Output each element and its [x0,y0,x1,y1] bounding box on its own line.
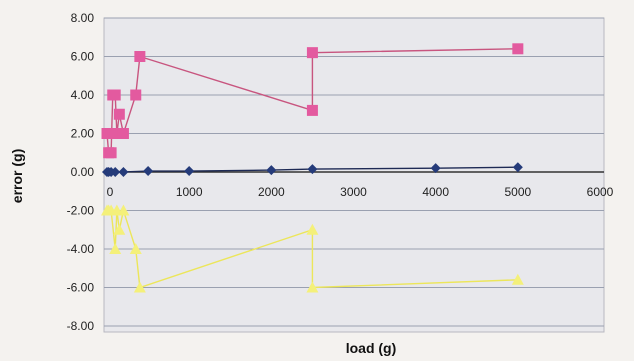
x-tick-label: 2000 [258,185,285,199]
data-point [101,128,113,139]
y-tick-label: -2.00 [67,204,95,218]
y-tick-label: 6.00 [71,50,95,64]
data-point [111,128,123,139]
x-tick-label: 3000 [340,185,367,199]
data-point [130,89,142,101]
plot-area [103,17,605,333]
x-tick-label: 5000 [504,185,531,199]
x-tick-label: 1000 [176,185,203,199]
series-layer [101,43,524,293]
data-point [105,147,117,159]
data-point [512,162,523,173]
x-tick-label: 4000 [422,185,449,199]
y-tick-labels: 8.00 6.00 4.00 2.00 0.00 -2.00 -4.00 -6.00 -8.00 [67,11,95,333]
data-point [266,165,277,176]
data-point [430,163,441,174]
data-point [113,108,125,120]
y-tick-label: 4.00 [71,88,95,102]
series-1 [101,43,524,159]
data-point [306,47,318,59]
data-point [110,167,121,177]
data-point [133,281,146,293]
data-point [109,89,121,101]
data-point [113,223,126,235]
x-tick-label: 6000 [587,185,614,199]
y-tick-label: 2.00 [71,127,95,141]
data-point [307,164,318,175]
data-point [118,167,129,177]
series-3 [101,204,524,293]
data-point [306,104,318,116]
data-point [117,128,129,139]
y-tick-label: -6.00 [67,281,95,295]
y-tick-label: 0.00 [71,165,95,179]
data-point [117,204,130,216]
data-point [511,273,524,285]
data-point [306,223,319,235]
series-2 [102,162,523,177]
data-point [306,281,319,293]
data-point [184,166,195,177]
x-axis-label: load (g) [346,340,397,356]
x-tick-label: 0 [107,185,114,199]
data-point [129,243,142,254]
data-point [134,51,146,62]
y-tick-label: -4.00 [67,242,95,256]
y-tick-label: 8.00 [71,11,95,25]
x-tick-labels: 0 1000 2000 3000 4000 5000 6000 [107,185,614,199]
data-point [143,166,154,177]
data-point [512,43,524,55]
data-point [109,243,122,254]
y-tick-label: -8.00 [67,319,95,333]
y-axis-label: error (g) [9,149,25,203]
